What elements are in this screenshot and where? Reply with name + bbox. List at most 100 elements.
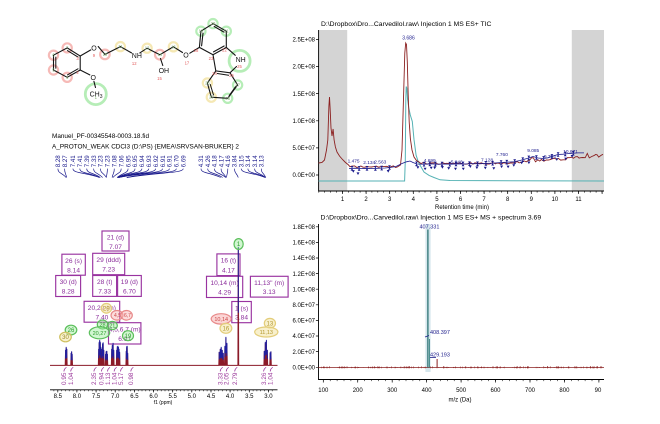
svg-text:27: 27 [235, 83, 240, 88]
svg-text:6.95: 6.95 [125, 155, 132, 168]
svg-text:11: 11 [575, 197, 582, 203]
svg-text:4: 4 [66, 75, 69, 80]
svg-text:3.26: 3.26 [261, 372, 268, 385]
svg-text:1.13: 1.13 [105, 372, 112, 385]
svg-text:Manuel_PF-00345548-0003.18.fid: Manuel_PF-00345548-0003.18.fid [52, 133, 149, 140]
svg-text:O: O [183, 52, 189, 59]
svg-text:2.134: 2.134 [363, 160, 375, 166]
svg-text:10: 10 [552, 197, 559, 203]
svg-text:3.84: 3.84 [235, 315, 248, 322]
svg-text:10,14 (m): 10,14 (m) [210, 280, 238, 287]
svg-text:3.33: 3.33 [218, 372, 225, 385]
svg-text:1.0E+08: 1.0E+08 [292, 287, 315, 293]
svg-text:1.5E+08: 1.5E+08 [292, 92, 315, 98]
svg-text:29 (ddd): 29 (ddd) [96, 257, 121, 264]
svg-text:20: 20 [211, 21, 216, 26]
svg-text:200: 200 [353, 388, 364, 394]
svg-text:30: 30 [62, 335, 69, 341]
svg-text:1.0E+08: 1.0E+08 [292, 119, 315, 125]
svg-text:28 (t): 28 (t) [97, 279, 112, 286]
svg-text:1.6E+08: 1.6E+08 [292, 241, 315, 247]
svg-text:3.0: 3.0 [264, 394, 273, 400]
svg-text:2.5E+08: 2.5E+08 [292, 38, 315, 44]
svg-text:7.23: 7.23 [105, 155, 112, 168]
svg-text:13: 13 [267, 321, 274, 327]
svg-text:CH: CH [90, 92, 100, 99]
svg-text:7: 7 [66, 45, 69, 50]
svg-text:0.98: 0.98 [128, 372, 135, 385]
svg-text:0.0E+00: 0.0E+00 [292, 366, 315, 372]
svg-text:11,13: 11,13 [260, 330, 273, 336]
svg-text:1.8E+08: 1.8E+08 [292, 225, 315, 231]
svg-text:3.84: 3.84 [232, 155, 239, 168]
svg-text:5.17: 5.17 [118, 372, 125, 385]
svg-text:11: 11 [118, 44, 123, 49]
svg-text:600: 600 [490, 388, 501, 394]
svg-text:24: 24 [212, 71, 217, 76]
svg-text:7.39: 7.39 [84, 155, 91, 168]
svg-text:12: 12 [132, 61, 137, 66]
svg-text:22: 22 [222, 48, 227, 53]
svg-text:21 (d): 21 (d) [107, 235, 124, 242]
svg-text:5.0: 5.0 [188, 394, 197, 400]
svg-text:700: 700 [525, 388, 536, 394]
svg-text:9: 9 [93, 53, 96, 58]
svg-text:14: 14 [157, 52, 162, 57]
svg-text:4.5: 4.5 [207, 394, 216, 400]
svg-text:6.0E+07: 6.0E+07 [292, 319, 315, 325]
svg-text:4,5: 4,5 [114, 313, 121, 319]
svg-text:8.5: 8.5 [54, 394, 63, 400]
svg-text:1.04: 1.04 [68, 372, 75, 385]
svg-text:0.94: 0.94 [99, 372, 106, 385]
svg-text:800: 800 [559, 388, 570, 394]
svg-text:18: 18 [194, 48, 199, 53]
svg-text:8.28: 8.28 [62, 289, 75, 296]
svg-text:6.94: 6.94 [139, 155, 146, 168]
svg-text:6,7: 6,7 [124, 313, 131, 319]
svg-text:1.475: 1.475 [348, 158, 360, 164]
svg-text:25: 25 [237, 64, 242, 69]
svg-text:2: 2 [364, 197, 368, 203]
svg-text:29: 29 [103, 307, 110, 313]
svg-text:7.41: 7.41 [77, 155, 84, 168]
svg-text:5.0E+07: 5.0E+07 [292, 146, 315, 152]
svg-text:5.5: 5.5 [169, 394, 178, 400]
svg-text:16: 16 [171, 44, 176, 49]
svg-text:13: 13 [145, 46, 150, 51]
svg-text:0.0E+00: 0.0E+00 [292, 173, 315, 179]
svg-text:6: 6 [52, 53, 55, 58]
svg-text:5.846: 5.846 [451, 159, 463, 165]
svg-text:1: 1 [95, 95, 98, 100]
svg-text:4.699: 4.699 [424, 158, 436, 164]
svg-text:429.193: 429.193 [430, 353, 450, 359]
svg-text:1.04: 1.04 [111, 372, 118, 385]
svg-text:6.69: 6.69 [181, 155, 188, 168]
svg-text:400: 400 [422, 388, 433, 394]
svg-text:6.70: 6.70 [174, 155, 181, 168]
svg-text:1.2E+08: 1.2E+08 [292, 272, 315, 278]
svg-text:5: 5 [52, 68, 55, 73]
svg-text:6: 6 [459, 197, 463, 203]
svg-text:4.0E+07: 4.0E+07 [292, 334, 315, 340]
svg-text:2: 2 [76, 70, 79, 75]
svg-text:8.0: 8.0 [73, 394, 82, 400]
svg-text:6.93: 6.93 [146, 155, 153, 168]
svg-text:19: 19 [125, 334, 132, 340]
svg-text:4,5,6,7 (m): 4,5,6,7 (m) [109, 326, 141, 333]
svg-text:3: 3 [100, 94, 103, 100]
svg-text:4.17: 4.17 [218, 155, 225, 168]
svg-text:15: 15 [157, 76, 162, 81]
svg-text:4.0: 4.0 [226, 394, 235, 400]
svg-text:6.91: 6.91 [167, 155, 174, 168]
svg-text:0.95: 0.95 [61, 372, 68, 385]
svg-text:26 (s): 26 (s) [65, 258, 82, 265]
svg-text:3: 3 [76, 56, 79, 61]
svg-text:6.5: 6.5 [130, 394, 139, 400]
svg-text:19: 19 [199, 29, 204, 34]
svg-text:8.27: 8.27 [62, 155, 69, 168]
svg-text:7.23: 7.23 [102, 267, 115, 274]
svg-text:23: 23 [209, 56, 214, 61]
svg-text:NH: NH [132, 53, 142, 60]
svg-text:6.95: 6.95 [132, 155, 139, 168]
svg-text:3.13: 3.13 [263, 289, 276, 296]
